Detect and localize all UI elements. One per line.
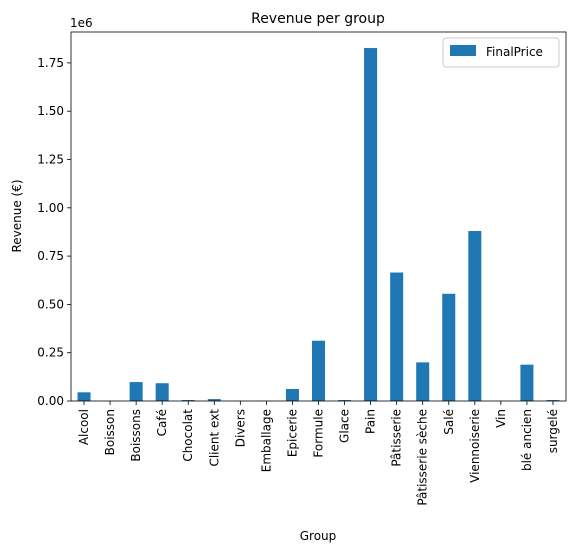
x-tick-label-13: Pâtisserie sèche <box>416 409 430 506</box>
y-tick-label-0: 0.00 <box>37 394 64 408</box>
bar-3 <box>155 383 169 401</box>
y-tick-label-4: 1.00 <box>37 201 64 215</box>
bar-5 <box>207 399 221 401</box>
x-tick-label-11: Pain <box>364 409 378 434</box>
bar-15 <box>468 230 482 401</box>
x-tick-label-14: Salé <box>442 409 456 435</box>
x-tick-label-6: Divers <box>233 409 247 447</box>
legend-label: FinalPrice <box>486 45 543 59</box>
x-tick-label-8: Epicerie <box>285 409 299 457</box>
bar-11 <box>364 48 378 401</box>
x-tick-label-3: Café <box>155 409 169 436</box>
x-tick-label-10: Glace <box>338 409 352 443</box>
bar-12 <box>390 272 404 401</box>
y-tick-label-3: 0.75 <box>37 249 64 263</box>
x-tick-label-1: Boisson <box>103 409 117 455</box>
legend-swatch <box>450 45 476 56</box>
legend: FinalPrice <box>442 37 560 68</box>
x-tick-label-7: Emballage <box>259 409 273 472</box>
x-tick-label-9: Formule <box>312 409 326 458</box>
bar-17 <box>520 364 534 401</box>
bar-4 <box>181 400 195 401</box>
x-tick-label-16: Vin <box>494 409 508 428</box>
bar-9 <box>311 340 326 401</box>
chart-title: Revenue per group <box>251 11 385 27</box>
plot-area: Alcool Boisson Boissons Café Chocolat Client … <box>37 31 567 506</box>
bar-13 <box>416 362 430 401</box>
y-tick-label-7: 1.75 <box>37 56 64 70</box>
x-tick-label-4: Chocolat <box>181 409 195 462</box>
x-tick-label-18: surgelé <box>546 409 560 453</box>
x-tick-label-15: Viennoiserie <box>468 409 482 483</box>
bar-2 <box>129 382 143 401</box>
y-tick-label-5: 1.25 <box>37 153 64 167</box>
y-axis-label: Revenue (€) <box>10 179 24 252</box>
bar-14 <box>442 293 456 401</box>
x-tick-label-2: Boissons <box>129 409 143 462</box>
y-tick-label-1: 0.25 <box>37 346 64 360</box>
y-offset-text: 1e6 <box>70 16 93 30</box>
bar-10 <box>338 400 352 401</box>
axes-frame <box>70 31 567 402</box>
bar-8 <box>285 389 299 401</box>
y-tick-label-2: 0.50 <box>37 297 64 311</box>
y-tick-label-6: 1.50 <box>37 104 64 118</box>
x-tick-label-0: Alcool <box>77 409 91 445</box>
x-axis-label: Group <box>300 529 337 543</box>
x-tick-label-5: Client ext <box>207 409 221 467</box>
bar-18 <box>546 400 560 401</box>
x-tick-label-17: blé ancien <box>520 409 534 471</box>
x-tick-label-12: Pâtisserie <box>390 409 404 467</box>
bar-0 <box>77 392 91 401</box>
